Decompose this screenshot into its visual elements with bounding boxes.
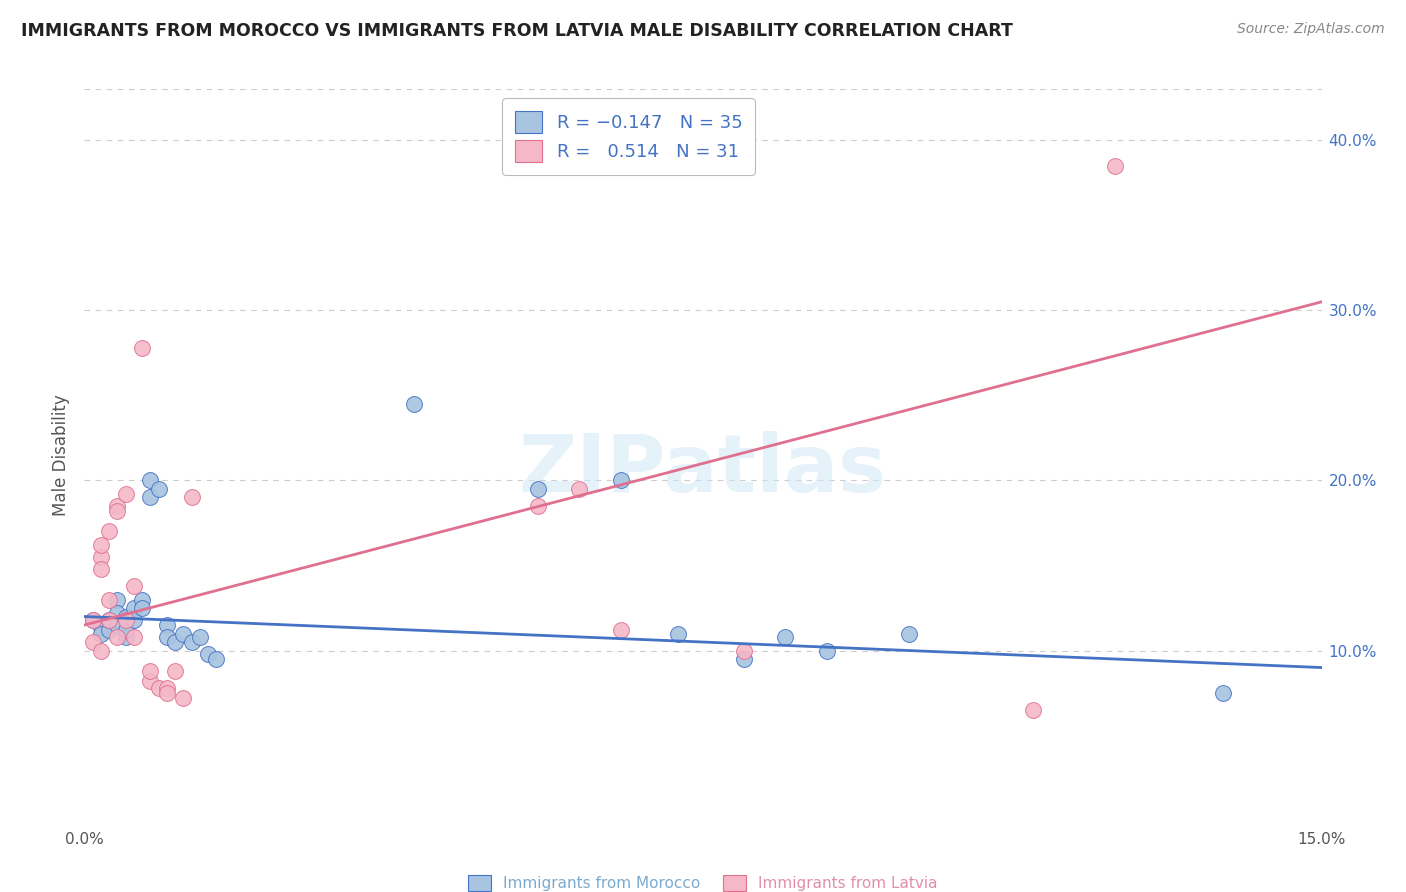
Text: ZIPatlas: ZIPatlas	[519, 431, 887, 508]
Point	[122, 601, 145, 615]
Point	[114, 487, 136, 501]
Point	[122, 630, 145, 644]
Point	[609, 474, 631, 488]
Point	[105, 606, 128, 620]
Point	[775, 630, 797, 644]
Point	[156, 681, 179, 695]
Text: IMMIGRANTS FROM MOROCCO VS IMMIGRANTS FROM LATVIA MALE DISABILITY CORRELATION CH: IMMIGRANTS FROM MOROCCO VS IMMIGRANTS FR…	[21, 22, 1012, 40]
Point	[404, 397, 426, 411]
Point	[105, 618, 128, 632]
Point	[148, 681, 170, 695]
Y-axis label: Male Disability: Male Disability	[52, 394, 70, 516]
Point	[105, 592, 128, 607]
Point	[114, 630, 136, 644]
Point	[666, 626, 689, 640]
Point	[1022, 703, 1045, 717]
Point	[733, 643, 755, 657]
Point	[131, 592, 153, 607]
Point	[82, 613, 104, 627]
Point	[165, 635, 187, 649]
Point	[733, 652, 755, 666]
Point	[105, 499, 128, 513]
Point	[165, 664, 187, 678]
Point	[148, 482, 170, 496]
Point	[131, 601, 153, 615]
Point	[98, 524, 121, 539]
Point	[156, 618, 179, 632]
Point	[139, 474, 162, 488]
Point	[172, 626, 194, 640]
Point	[197, 647, 219, 661]
Point	[898, 626, 921, 640]
Point	[139, 491, 162, 505]
Point	[527, 482, 550, 496]
Point	[568, 482, 591, 496]
Point	[114, 623, 136, 637]
Point	[90, 620, 112, 634]
Point	[172, 691, 194, 706]
Point	[188, 630, 211, 644]
Point	[98, 592, 121, 607]
Legend: Immigrants from Morocco, Immigrants from Latvia: Immigrants from Morocco, Immigrants from…	[463, 869, 943, 892]
Point	[122, 579, 145, 593]
Point	[180, 635, 202, 649]
Point	[82, 635, 104, 649]
Point	[114, 613, 136, 627]
Point	[1104, 159, 1126, 173]
Point	[105, 630, 128, 644]
Point	[105, 504, 128, 518]
Point	[90, 549, 112, 564]
Point	[205, 652, 228, 666]
Point	[131, 341, 153, 355]
Point	[609, 623, 631, 637]
Point	[90, 626, 112, 640]
Point	[1212, 686, 1234, 700]
Point	[90, 643, 112, 657]
Point	[90, 562, 112, 576]
Point	[114, 609, 136, 624]
Point	[139, 664, 162, 678]
Point	[90, 538, 112, 552]
Point	[82, 613, 104, 627]
Text: Source: ZipAtlas.com: Source: ZipAtlas.com	[1237, 22, 1385, 37]
Point	[156, 630, 179, 644]
Point	[527, 499, 550, 513]
Point	[98, 613, 121, 627]
Point	[98, 623, 121, 637]
Point	[180, 491, 202, 505]
Point	[139, 674, 162, 689]
Point	[156, 686, 179, 700]
Point	[122, 613, 145, 627]
Point	[815, 643, 838, 657]
Point	[98, 613, 121, 627]
